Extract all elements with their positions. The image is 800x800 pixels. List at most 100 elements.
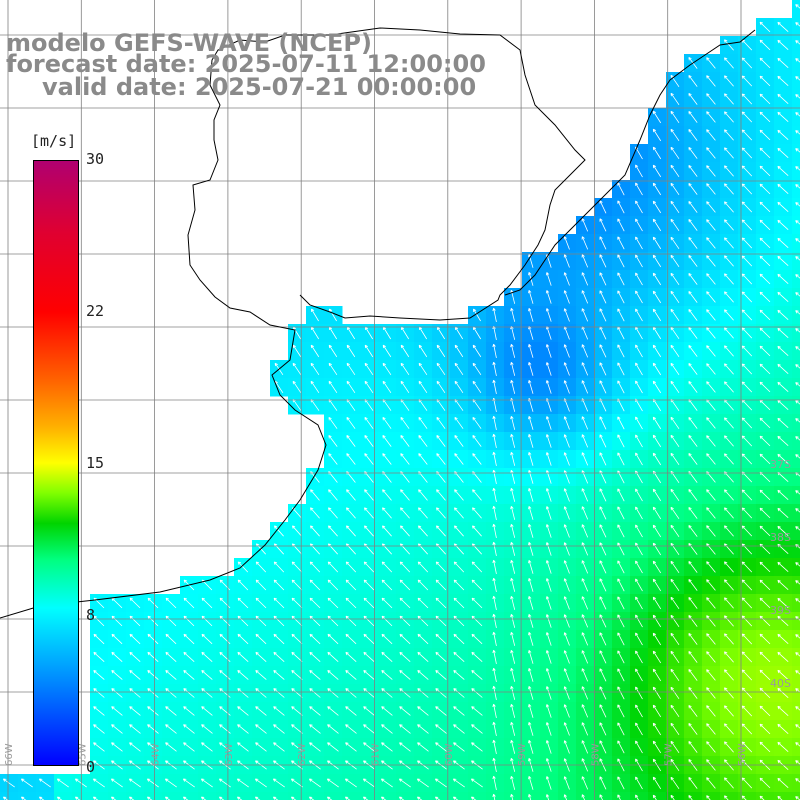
wind-arrow [453, 688, 465, 698]
wind-arrow [528, 308, 534, 322]
wind-arrow [635, 182, 643, 196]
wind-arrow [741, 201, 753, 213]
wind-arrow [128, 778, 141, 788]
wind-arrow [795, 598, 800, 603]
wind-arrow [399, 597, 411, 609]
wind-arrow [652, 344, 662, 358]
wind-arrow [670, 416, 680, 430]
wind-speed-cell [360, 792, 379, 800]
wind-arrow [652, 308, 662, 322]
wind-arrow [255, 633, 267, 645]
wind-arrow [454, 507, 464, 519]
wind-speed-cell [792, 720, 800, 739]
wind-arrow [452, 778, 465, 788]
wind-arrow [724, 597, 734, 609]
wind-arrow [741, 417, 753, 429]
wind-arrow [741, 525, 753, 537]
wind-arrow [291, 706, 303, 716]
wind-arrow [670, 92, 680, 106]
wind-arrow [581, 578, 589, 592]
wind-arrow [93, 670, 105, 680]
wind-arrow [670, 704, 680, 718]
wind-arrow [326, 796, 333, 800]
wind-arrow [528, 704, 534, 718]
wind-arrow [545, 488, 552, 502]
wind-arrow [399, 688, 411, 698]
wind-arrow [777, 327, 789, 338]
wind-arrow [472, 380, 482, 394]
wind-arrow [528, 740, 534, 754]
wind-arrow [617, 578, 625, 592]
wind-arrow [759, 507, 771, 519]
wind-arrow [706, 579, 716, 591]
colorbar-tick-30: 30 [86, 150, 105, 168]
wind-arrow [581, 632, 589, 646]
wind-arrow [510, 541, 516, 556]
wind-arrow [398, 796, 405, 800]
wind-arrow [128, 796, 135, 800]
wind-arrow [777, 39, 789, 50]
wind-arrow [418, 435, 428, 447]
wind-arrow [237, 579, 249, 591]
wind-speed-cell [792, 90, 800, 109]
wind-arrow [617, 596, 625, 610]
wind-arrow [741, 723, 753, 735]
wind-arrow [400, 453, 410, 465]
wind-arrow [724, 237, 734, 249]
wind-arrow [528, 794, 532, 800]
wind-arrow [795, 490, 800, 495]
wind-arrow [417, 724, 429, 734]
wind-arrow [364, 507, 374, 519]
wind-arrow [563, 254, 570, 268]
wind-arrow [688, 363, 698, 375]
wind-arrow [759, 795, 765, 800]
wind-arrow [492, 775, 497, 790]
wind-arrow [777, 255, 789, 266]
wind-arrow [795, 292, 800, 297]
wind-arrow [345, 561, 357, 573]
wind-arrow [165, 651, 177, 662]
wind-arrow [617, 344, 625, 358]
wind-arrow [453, 579, 465, 591]
wind-arrow [635, 776, 643, 790]
wind-arrow [599, 272, 607, 286]
wind-arrow [581, 434, 589, 448]
wind-arrow [492, 379, 497, 394]
wind-arrow [759, 327, 771, 339]
wind-arrow [617, 632, 625, 646]
wind-arrow [724, 453, 734, 465]
wind-arrow [777, 777, 789, 788]
wind-arrow [581, 362, 589, 376]
wind-arrow [38, 778, 51, 788]
wind-speed-cell [792, 792, 800, 800]
wind-arrow [381, 670, 393, 680]
wind-arrow [688, 111, 698, 123]
wind-arrow [236, 796, 243, 800]
wind-arrow [362, 778, 375, 788]
wind-arrow [759, 21, 771, 33]
wind-arrow [777, 561, 789, 572]
wind-arrow [346, 362, 356, 376]
wind-arrow [310, 344, 320, 358]
wind-arrow [382, 507, 392, 519]
wind-arrow [581, 416, 589, 430]
wind-arrow [165, 742, 177, 752]
wind-arrow [706, 777, 716, 789]
wind-arrow [255, 651, 267, 662]
wind-arrow [581, 506, 589, 520]
wind-arrow [510, 667, 516, 682]
wind-arrow [310, 489, 320, 501]
wind-arrow [417, 742, 429, 752]
wind-arrow [129, 688, 141, 698]
wind-arrow [183, 633, 195, 645]
wind-arrow [706, 237, 716, 249]
wind-arrow [2, 778, 15, 788]
wind-arrow [327, 561, 339, 573]
wind-arrow [20, 778, 33, 788]
wind-arrow [328, 435, 338, 447]
wind-arrow [472, 525, 482, 537]
wind-arrow [688, 435, 698, 447]
wind-arrow [635, 560, 643, 574]
wind-arrow [563, 614, 570, 628]
